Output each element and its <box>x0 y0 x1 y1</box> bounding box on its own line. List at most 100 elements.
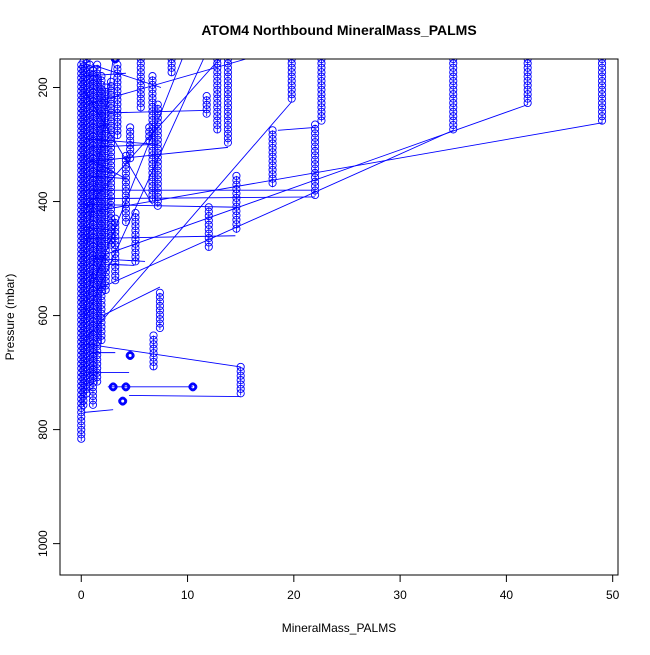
data-point <box>236 367 245 376</box>
connector-line <box>91 64 162 88</box>
data-point <box>101 281 110 290</box>
data-point <box>449 90 458 99</box>
data-point <box>110 59 118 63</box>
data-point <box>232 198 241 207</box>
data-point <box>126 132 135 141</box>
connector-line <box>107 263 135 266</box>
data-point <box>202 96 211 105</box>
data-point <box>88 79 97 88</box>
data-point <box>77 417 86 426</box>
connector-line <box>86 175 129 180</box>
data-point <box>93 302 102 311</box>
data-point <box>111 271 120 280</box>
data-point <box>311 146 320 156</box>
data-point <box>88 347 97 357</box>
data-point <box>268 152 277 161</box>
connector-line <box>97 109 209 114</box>
data-point <box>204 238 213 247</box>
connector-line <box>83 235 236 240</box>
data-point <box>93 320 102 329</box>
data-point <box>111 262 120 272</box>
data-point <box>523 81 532 90</box>
connector-line <box>95 258 146 262</box>
data-point <box>77 421 86 430</box>
data-point <box>97 72 106 81</box>
data-point <box>148 72 157 81</box>
data-point <box>93 315 102 324</box>
data-point <box>112 59 120 63</box>
data-point <box>126 123 135 132</box>
data-point <box>311 168 320 178</box>
data-point <box>167 63 176 72</box>
connector-line <box>89 146 228 163</box>
data-point <box>213 120 222 130</box>
data-point <box>93 87 102 96</box>
data-point <box>93 201 102 210</box>
data-point <box>122 384 130 392</box>
data-point <box>449 85 458 94</box>
data-point <box>97 102 106 111</box>
data-point <box>223 134 232 143</box>
data-point <box>449 63 458 72</box>
data-point <box>93 131 102 140</box>
data-point <box>188 383 196 391</box>
data-point <box>97 322 106 331</box>
data-point <box>101 285 110 294</box>
data-point <box>223 129 232 138</box>
data-point <box>155 297 164 306</box>
data-point <box>97 151 106 160</box>
data-point <box>153 118 162 127</box>
data-point <box>149 362 158 371</box>
data-point <box>153 131 162 140</box>
connector-line <box>91 59 183 288</box>
data-point <box>236 389 245 398</box>
data-point <box>126 350 134 358</box>
data-point <box>88 383 97 392</box>
connector-line <box>89 144 151 148</box>
data-point <box>97 234 106 243</box>
data-point <box>106 183 116 192</box>
data-point <box>121 160 130 169</box>
data-point <box>97 318 106 327</box>
connector-line <box>89 129 454 294</box>
data-point <box>121 191 130 200</box>
data-point <box>106 161 116 170</box>
data-point <box>106 117 116 126</box>
data-point <box>317 68 326 77</box>
data-point <box>93 91 102 100</box>
data-point <box>88 149 97 159</box>
data-point <box>449 112 458 121</box>
data-point <box>110 383 118 391</box>
data-point <box>223 72 232 81</box>
data-point <box>93 117 102 126</box>
data-point <box>88 88 97 97</box>
data-point <box>232 185 241 194</box>
data-point <box>213 90 222 99</box>
data-point <box>88 387 97 396</box>
data-point <box>97 116 106 125</box>
data-point <box>213 81 222 90</box>
data-point <box>93 100 102 109</box>
data-point <box>598 85 607 94</box>
connector-line <box>277 126 316 131</box>
data-point <box>88 343 97 352</box>
data-point <box>317 107 326 116</box>
data-point <box>202 92 211 101</box>
data-point <box>97 94 106 103</box>
connector-line <box>96 169 116 174</box>
data-point <box>449 94 458 103</box>
data-point <box>148 142 157 151</box>
data-point <box>93 95 102 104</box>
data-point <box>122 382 130 390</box>
data-point <box>153 175 162 184</box>
data-point <box>598 107 607 116</box>
data-point <box>523 90 532 99</box>
data-point <box>106 174 116 183</box>
data-point <box>223 116 232 125</box>
data-point <box>317 59 326 68</box>
data-point <box>317 81 326 90</box>
data-point <box>118 397 126 405</box>
data-point <box>88 242 97 251</box>
data-point <box>155 319 164 328</box>
data-point <box>88 101 97 110</box>
